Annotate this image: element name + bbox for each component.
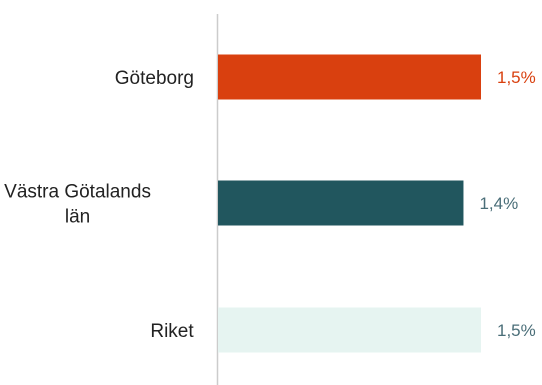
category-labels: Göteborg Västra Götalands län Riket <box>4 68 194 342</box>
bar-0 <box>218 54 481 100</box>
category-label-line: Göteborg <box>115 68 194 89</box>
category-label-1: Västra Götalands län <box>4 182 151 228</box>
category-label-line: län <box>65 207 90 228</box>
category-label-line: Riket <box>150 321 194 342</box>
bar-1 <box>218 180 464 226</box>
category-label-0: Göteborg <box>115 68 194 89</box>
value-label-1: 1,4% <box>479 194 518 213</box>
bars-group <box>218 54 481 353</box>
value-label-2: 1,5% <box>497 321 536 340</box>
bar-2 <box>218 307 481 353</box>
category-label-2: Riket <box>150 321 194 342</box>
category-label-line: Västra Götalands <box>4 182 151 203</box>
value-labels: 1,5% 1,4% 1,5% <box>479 68 535 340</box>
value-label-0: 1,5% <box>497 68 536 87</box>
